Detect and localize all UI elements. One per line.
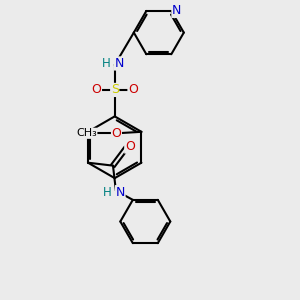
Text: N: N xyxy=(116,186,125,199)
Text: O: O xyxy=(125,140,135,153)
Text: N: N xyxy=(172,4,181,17)
Text: S: S xyxy=(111,83,119,96)
Text: O: O xyxy=(128,83,138,96)
Text: O: O xyxy=(92,83,101,96)
Text: H: H xyxy=(102,57,111,70)
Text: CH₃: CH₃ xyxy=(76,128,97,138)
Text: O: O xyxy=(112,127,122,140)
Text: N: N xyxy=(114,57,124,70)
Text: H: H xyxy=(103,186,112,199)
